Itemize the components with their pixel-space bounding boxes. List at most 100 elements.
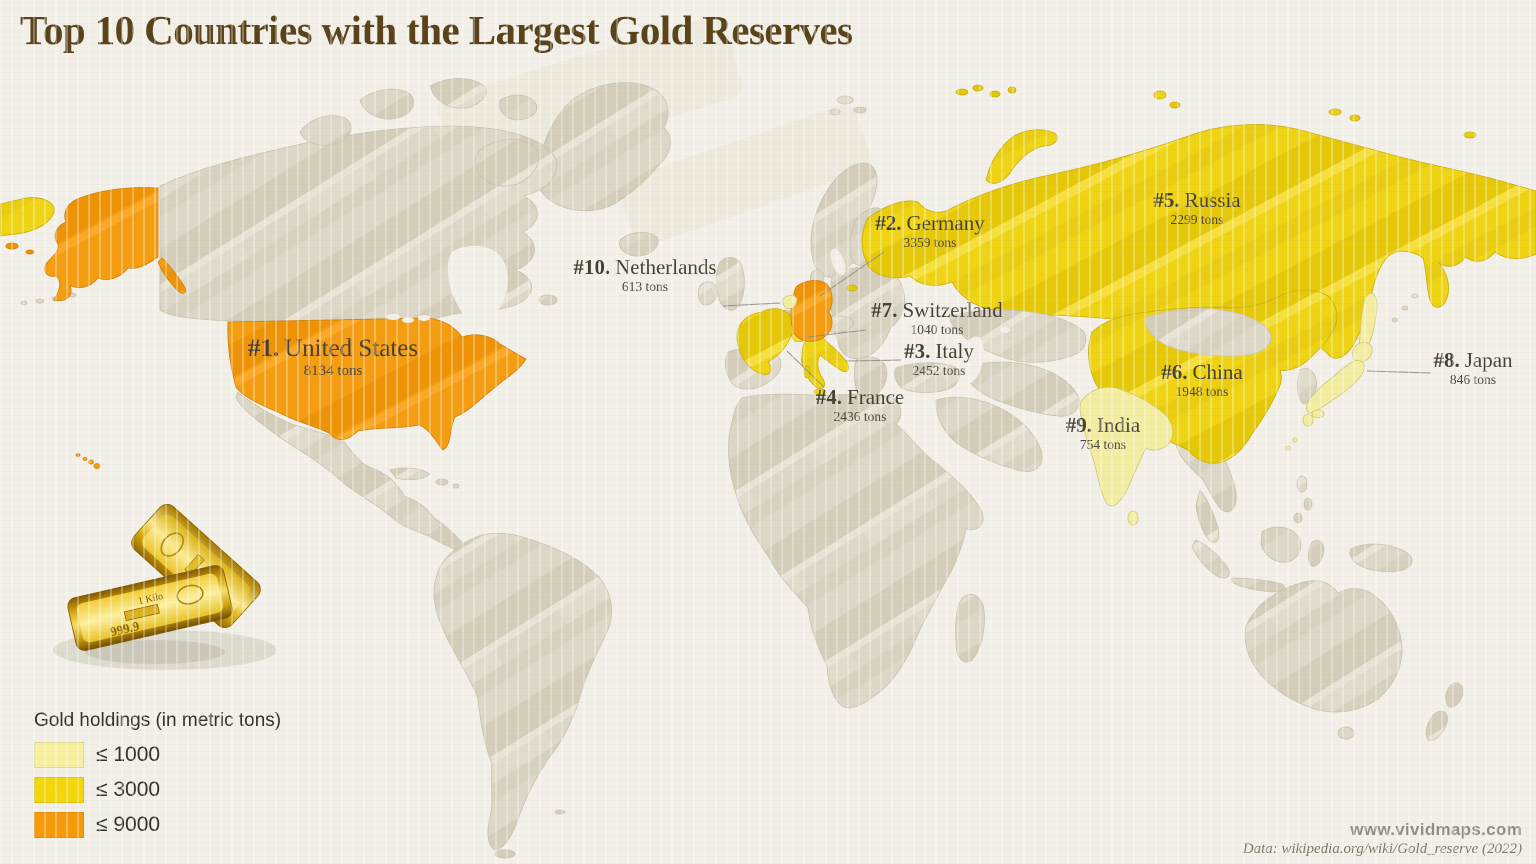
region-philippines	[1303, 497, 1313, 511]
gold-bar-seal-icon	[160, 532, 184, 557]
region-caribbean-island	[452, 483, 460, 489]
country-rank: #5.	[1153, 188, 1180, 212]
country-italy-sicily	[813, 388, 827, 396]
country-rank: #8.	[1433, 348, 1460, 372]
country-russia-franz-josef	[989, 90, 1001, 98]
country-tons: 2436 tons	[833, 409, 887, 425]
region-baffin-island	[474, 139, 540, 187]
region-svalbard	[853, 106, 867, 114]
region-cuba	[389, 467, 431, 481]
country-germany[interactable]	[790, 280, 833, 342]
site-link[interactable]: www.vividmaps.com	[1350, 820, 1522, 839]
gold-bar-purity-text: 999.9	[109, 618, 141, 639]
country-india[interactable]	[1079, 386, 1174, 507]
country-united-states-panhandle	[157, 257, 186, 294]
region-sulawesi	[1308, 540, 1325, 567]
country-label-united-states: #1. United States 8134 tons	[248, 336, 418, 379]
country-name: Italy	[935, 339, 974, 363]
region-borneo	[1260, 526, 1302, 563]
legend-swatch-yellow	[34, 777, 84, 803]
country-japan-okinawa	[1292, 437, 1298, 443]
country-label-france: #4. France 2436 tons	[815, 385, 905, 425]
country-russia-franz-josef	[1007, 86, 1017, 94]
lake-great-lakes	[402, 317, 414, 323]
country-united-states-hawaii	[88, 459, 94, 465]
country-russia-new-siberian	[1328, 108, 1342, 116]
leader-france	[786, 350, 825, 388]
country-label-italy: #3. Italy 2452 tons	[904, 339, 974, 378]
region-svalbard	[836, 95, 854, 105]
region-australia	[1244, 580, 1403, 713]
country-name: United States	[284, 335, 419, 362]
country-sri-lanka	[1127, 510, 1139, 526]
country-russia-kaliningrad	[846, 284, 858, 292]
region-philippines	[1293, 512, 1303, 524]
country-united-states-bering-islands	[25, 249, 35, 255]
country-label-switzerland: #7. Switzerland 1040 tons	[871, 298, 1003, 338]
region-iran-pakistan	[961, 361, 1080, 417]
leader-italy	[845, 359, 902, 362]
country-united-states-hawaii	[93, 463, 101, 469]
country-russia-wrangel	[1463, 131, 1477, 139]
country-name: Russia	[1184, 188, 1241, 212]
country-name: China	[1192, 360, 1243, 384]
country-name: Japan	[1464, 348, 1513, 372]
country-tons: 754 tons	[1079, 437, 1127, 453]
region-arctic-islands	[499, 94, 538, 121]
region-ireland	[697, 281, 718, 306]
legend-label: ≤ 3000	[96, 778, 161, 801]
country-rank: #2.	[875, 211, 902, 235]
country-united-states-hawaii	[82, 457, 88, 461]
legend-item-3000: ≤ 3000	[34, 777, 281, 803]
country-name: Netherlands	[615, 255, 717, 279]
country-tons: 1040 tons	[910, 322, 964, 338]
region-hispaniola	[435, 478, 449, 486]
region-falklands	[554, 809, 566, 815]
country-russia-severnaya-zemlya	[1169, 101, 1181, 109]
leader-lines	[722, 251, 1432, 388]
region-tierra-del-fuego	[494, 849, 516, 859]
country-tons: 1948 tons	[1175, 384, 1229, 400]
country-japan-hokkaido[interactable]	[1352, 342, 1373, 363]
region-greenland	[538, 82, 671, 212]
country-label-russia: #5. Russia 2299 tons	[1153, 188, 1241, 227]
country-tons: 846 tons	[1449, 372, 1497, 388]
region-new-zealand	[1445, 682, 1464, 708]
country-name: Switzerland	[902, 298, 1003, 322]
region-philippines	[1296, 475, 1308, 493]
legend-swatch-pale-yellow	[34, 742, 84, 768]
country-rank: #1.	[247, 335, 280, 362]
country-united-states-alaska[interactable]	[44, 187, 159, 302]
region-central-asia	[949, 309, 1087, 363]
country-united-states[interactable]	[227, 317, 527, 451]
data-source-link[interactable]: Data: wikipedia.org/wiki/Gold_reserve (2…	[1242, 841, 1522, 857]
sea-caspian	[960, 336, 984, 384]
region-turkey	[894, 362, 960, 394]
region-java	[1231, 577, 1286, 593]
country-name: Germany	[906, 211, 985, 235]
region-arctic-islands	[359, 88, 414, 120]
country-russia-chukotka[interactable]	[0, 197, 55, 237]
country-rank: #7.	[871, 298, 898, 322]
region-south-america	[433, 532, 612, 851]
region-new-zealand	[1425, 710, 1448, 741]
country-tons: 8134 tons	[303, 362, 363, 379]
country-tons: 3359 tons	[903, 235, 957, 251]
country-name: France	[847, 385, 905, 409]
region-new-guinea	[1349, 543, 1413, 573]
region-kuril-islands	[1391, 317, 1399, 323]
lake-great-lakes	[386, 314, 400, 320]
country-russia-novaya-zemlya	[985, 129, 1058, 184]
country-rank: #4.	[815, 385, 843, 409]
country-label-germany: #2. Germany 3359 tons	[875, 211, 985, 251]
country-netherlands[interactable]	[782, 294, 798, 309]
region-madagascar	[955, 594, 985, 663]
region-united-kingdom	[715, 257, 745, 311]
lake-aral	[1000, 327, 1010, 333]
country-united-states-hawaii	[75, 453, 81, 457]
region-tasmania	[1337, 726, 1355, 740]
region-svalbard	[829, 108, 841, 116]
leader-japan	[1366, 370, 1432, 374]
